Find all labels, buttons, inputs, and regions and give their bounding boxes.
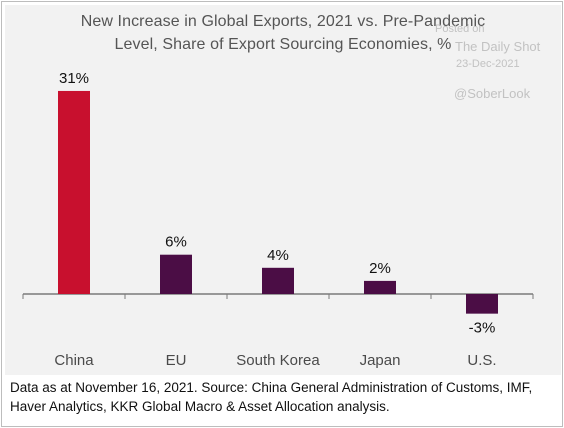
category-label: South Korea xyxy=(236,352,320,369)
chart-title-line-1: New Increase in Global Exports, 2021 vs.… xyxy=(80,13,486,30)
plot-panel: 31% China 6% EU 4% South Korea 2% Japan -3% U.S. … xyxy=(5,5,561,375)
data-label: 4% xyxy=(267,247,289,264)
data-label: 6% xyxy=(165,234,187,251)
footnote-line-2: Haver Analytics, KKR Global Macro & Asse… xyxy=(10,399,390,414)
watermark-posted: Posted on xyxy=(435,23,485,35)
data-label: 31% xyxy=(59,70,89,87)
chart-title-line-2: Level, Share of Export Sourcing Economie… xyxy=(114,36,452,53)
data-label: -3% xyxy=(469,320,496,337)
category-label: China xyxy=(54,352,94,369)
bar-eu xyxy=(160,254,192,294)
watermark-date: 23-Dec-2021 xyxy=(456,58,520,70)
bar-u-s xyxy=(466,294,498,314)
data-label: 2% xyxy=(369,260,391,277)
category-label: EU xyxy=(166,352,187,369)
watermark-handle: @SoberLook xyxy=(454,86,531,101)
watermark-source: The Daily Shot xyxy=(455,39,541,54)
bar-south-korea xyxy=(262,267,294,294)
bar-japan xyxy=(364,280,396,294)
bar-chart: 31% China 6% EU 4% South Korea 2% Japan -3% U.S. xyxy=(22,70,534,369)
source-footnote: Data as at November 16, 2021. Source: Ch… xyxy=(10,378,558,416)
category-label: U.S. xyxy=(467,352,496,369)
footnote-line-1: Data as at November 16, 2021. Source: Ch… xyxy=(10,380,533,395)
category-label: Japan xyxy=(360,352,401,369)
bar-china xyxy=(58,90,90,294)
